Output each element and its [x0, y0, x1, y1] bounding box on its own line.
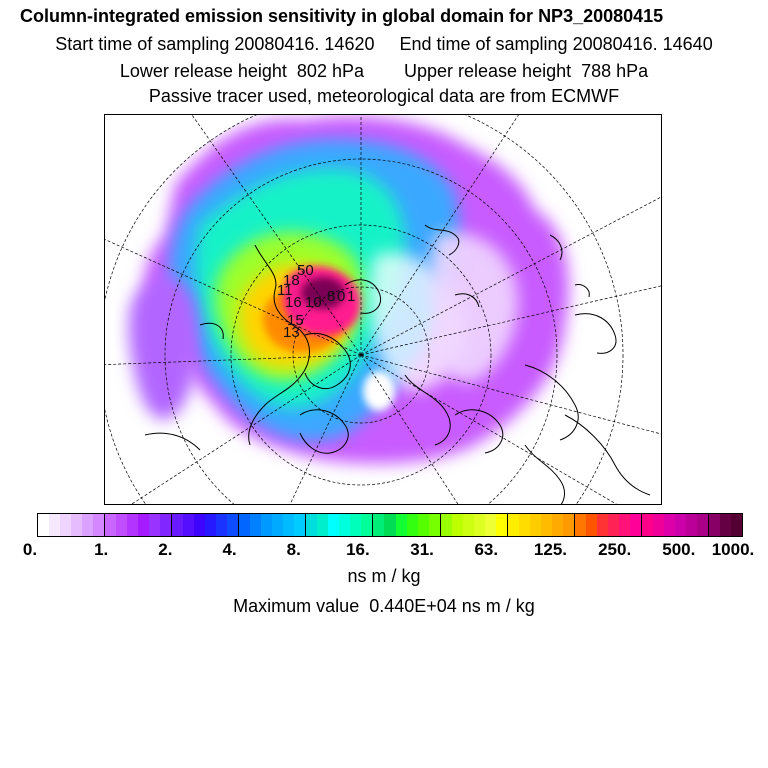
colorbar-cell: [641, 514, 653, 536]
colorbar-tick-label: 125.: [533, 540, 567, 559]
colorbar-cell: [105, 514, 117, 536]
map-label-18: 18: [283, 272, 300, 289]
colorbar-tick-label: 500.: [662, 540, 696, 559]
colorbar-cell: [317, 514, 329, 536]
colorbar-cell: [227, 514, 240, 536]
colorbar-cell: [428, 514, 441, 536]
map-graticule: [105, 115, 661, 504]
colorbar-cell: [361, 514, 374, 536]
colorbar-cell: [250, 514, 262, 536]
colorbar-cell: [529, 514, 541, 536]
colorbar-cell: [473, 514, 485, 536]
colorbar-cell: [719, 514, 731, 536]
colorbar-cell: [160, 514, 173, 536]
colorbar-cell: [395, 514, 407, 536]
colorbar-cell: [194, 514, 206, 536]
colorbar-cell: [283, 514, 295, 536]
map-canvas: 50 18 11 16 10 8 0 1 15 13: [105, 115, 661, 504]
colorbar-tick-label: 1.: [94, 540, 109, 559]
maximum-value-label: Maximum value 0.440E+04 ns m / kg: [233, 596, 535, 616]
colorbar-cell: [127, 514, 139, 536]
colorbar-cell: [49, 514, 61, 536]
map-label-13: 13: [283, 324, 300, 341]
colorbar-cell: [82, 514, 94, 536]
colorbar-cell: [551, 514, 563, 536]
colorbar-tick-labels: 0. 1. 2. 4. 8. 16. 31. 63. 125. 250. 500. 1000.: [0, 540, 768, 562]
colorbar-cell: [294, 514, 307, 536]
colorbar-cell: [183, 514, 195, 536]
map-label-1: 1: [347, 288, 355, 305]
colorbar-cell: [116, 514, 128, 536]
colorbar-cell: [406, 514, 418, 536]
colorbar-cell: [574, 514, 586, 536]
colorbar-cell: [696, 514, 709, 536]
sensitivity-field: [128, 116, 569, 464]
colorbar-tick-label: 4.: [222, 540, 237, 559]
colorbar-tick-label: 0.: [22, 540, 38, 559]
colorbar-tick-label: 16.: [346, 540, 370, 559]
colorbar-cell: [440, 514, 452, 536]
map-label-16: 16: [285, 294, 302, 311]
colorbar-cell: [618, 514, 630, 536]
colorbar-tick-label: 250.: [598, 540, 632, 559]
map-label-8: 8: [327, 288, 335, 305]
coastlines: [144, 224, 651, 504]
map-label-0: 0: [337, 288, 345, 305]
colorbar-cell: [216, 514, 228, 536]
colorbar-cell: [540, 514, 552, 536]
colorbar-tick-label: 63.: [474, 540, 499, 559]
colorbar-tick-label: 8.: [286, 540, 301, 559]
colorbar-cell: [306, 514, 318, 536]
colorbar-cell: [585, 514, 597, 536]
emission-sensitivity-map: 50 18 11 16 10 8 0 1 15 13: [104, 114, 662, 505]
colorbar-cell: [272, 514, 284, 536]
colorbar-cell: [562, 514, 575, 536]
map-label-50: 50: [297, 262, 314, 279]
colorbar-cell: [652, 514, 664, 536]
colorbar-cell: [60, 514, 72, 536]
colorbar-cell: [205, 514, 217, 536]
plot-title: Column-integrated emission sensitivity i…: [20, 6, 664, 26]
colorbar-cell: [172, 514, 184, 536]
colorbar-cell: [373, 514, 385, 536]
colorbar-unit-label: ns m / kg: [347, 566, 421, 586]
tracer-note-line: Passive tracer used, meteorological data…: [148, 86, 620, 106]
colorbar-tick-label: 2.: [158, 540, 173, 559]
colorbar-tick-label: 1000.: [711, 540, 755, 559]
colorbar-cell: [629, 514, 642, 536]
colorbar-cell: [518, 514, 530, 536]
sampling-time-line: Start time of sampling 20080416. 14620 E…: [55, 34, 713, 54]
release-height-line: Lower release height 802 hPa Upper relea…: [119, 61, 649, 81]
colorbar-cell: [71, 514, 83, 536]
colorbar-cell: [685, 514, 697, 536]
colorbar-cell: [462, 514, 474, 536]
colorbar-cell: [596, 514, 608, 536]
map-label-11: 11: [277, 282, 293, 299]
colorbar-cell: [730, 514, 742, 536]
colorbar-cell: [607, 514, 619, 536]
colorbar-cell: [261, 514, 273, 536]
colorbar-cell: [507, 514, 519, 536]
map-labels: 50 18 11 16 10 8 0 1 15 13: [277, 262, 355, 341]
colorbar-tick-label: 31.: [410, 540, 434, 559]
colorbar-cell: [708, 514, 720, 536]
colorbar-cell: [339, 514, 351, 536]
colorbar-cell: [138, 514, 150, 536]
colorbar: [37, 513, 743, 537]
colorbar-cell: [451, 514, 463, 536]
colorbar-cell: [674, 514, 686, 536]
colorbar-cell: [350, 514, 362, 536]
colorbar-cell: [417, 514, 429, 536]
colorbar-cell: [663, 514, 675, 536]
colorbar-cell: [93, 514, 106, 536]
colorbar-cell: [384, 514, 396, 536]
colorbar-cell: [484, 514, 496, 536]
colorbar-cell: [495, 514, 508, 536]
colorbar-cell: [328, 514, 340, 536]
colorbar-cell: [239, 514, 251, 536]
map-label-15: 15: [287, 312, 304, 329]
map-label-10: 10: [305, 294, 322, 311]
colorbar-cell: [149, 514, 161, 536]
colorbar-cell: [38, 514, 50, 536]
